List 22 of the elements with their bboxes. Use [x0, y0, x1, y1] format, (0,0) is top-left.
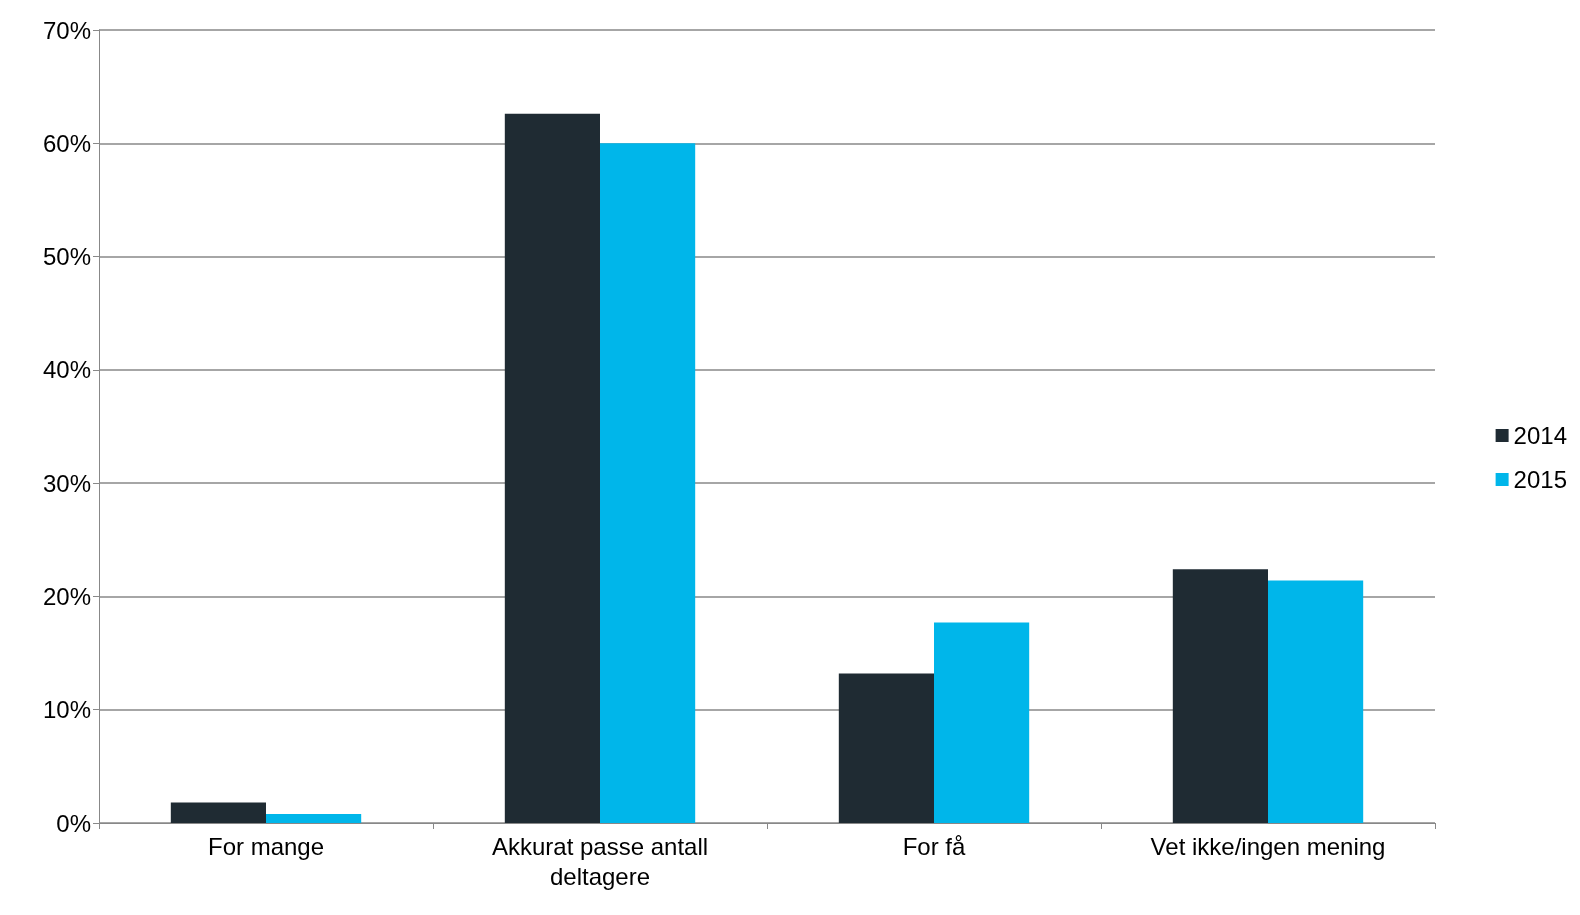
y-tick-label: 30%	[42, 469, 91, 497]
x-tick-label: For mange	[207, 832, 325, 860]
y-tick-label: 40%	[42, 356, 91, 384]
legend-label: 2015	[1513, 466, 1567, 493]
legend-label: 2014	[1513, 422, 1567, 449]
bar	[1268, 580, 1364, 823]
y-tick-label: 70%	[42, 16, 91, 44]
bar	[838, 673, 934, 823]
bar	[504, 113, 600, 823]
bar	[170, 802, 266, 823]
y-tick-label: 20%	[42, 582, 91, 610]
bar	[266, 813, 362, 823]
bar	[934, 622, 1030, 823]
y-tick-label: 0%	[56, 809, 91, 837]
y-tick-label: 10%	[42, 696, 91, 724]
bar	[1172, 569, 1268, 823]
x-tick-label: Akkurat passe antall deltagere	[491, 832, 709, 890]
y-tick-label: 60%	[42, 129, 91, 157]
x-tick-label: Vet ikke/ingen mening	[1150, 832, 1386, 860]
x-tick-label: For få	[902, 832, 966, 860]
y-tick-label: 50%	[42, 243, 91, 271]
bar	[600, 143, 696, 823]
